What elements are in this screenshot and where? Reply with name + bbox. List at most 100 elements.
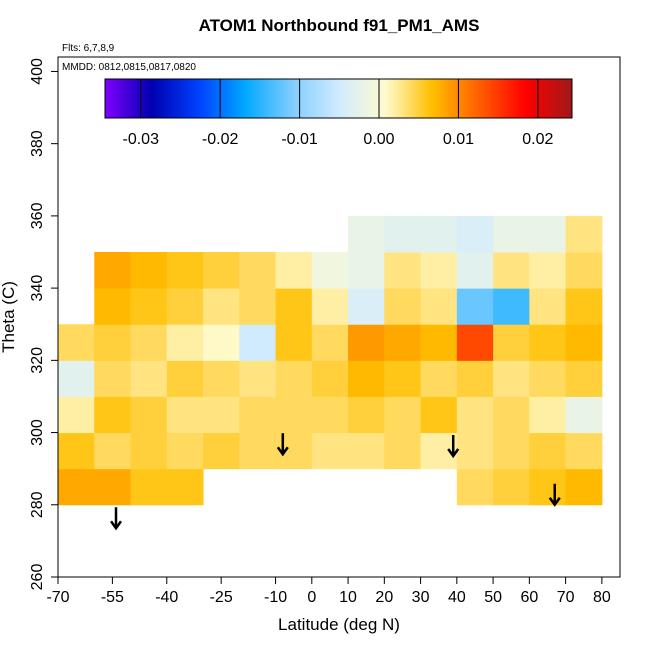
heat-cell — [420, 432, 458, 470]
x-tick-label: 20 — [375, 589, 393, 606]
heat-cell — [348, 432, 385, 470]
heat-cell — [130, 252, 168, 289]
y-tick-label: 340 — [29, 275, 46, 302]
x-tick-label: -40 — [155, 589, 178, 606]
heat-cell — [565, 432, 603, 470]
colorbar-tick-label: -0.03 — [123, 131, 160, 148]
heat-cell — [130, 432, 168, 470]
heat-cell — [311, 324, 349, 361]
annotation: MMDD: 0812,0815,0817,0820 — [62, 62, 196, 73]
y-tick-label: 360 — [29, 202, 46, 229]
x-tick-label: 40 — [448, 589, 466, 606]
heat-cell — [384, 360, 422, 397]
heat-cell — [166, 324, 204, 361]
y-tick-label: 320 — [29, 347, 46, 374]
x-tick-label: 30 — [412, 589, 430, 606]
y-tick-label: 400 — [29, 58, 46, 85]
heat-cell — [493, 252, 530, 289]
x-tick-label: 10 — [339, 589, 357, 606]
x-tick-label: 70 — [557, 589, 575, 606]
heat-cell — [203, 252, 240, 289]
x-tick-label: 50 — [484, 589, 502, 606]
heat-cell — [311, 288, 349, 325]
x-tick-label: -25 — [210, 589, 233, 606]
heat-cell — [384, 396, 422, 434]
heat-cell — [565, 215, 603, 253]
x-tick-label: 0 — [307, 589, 316, 606]
chart-title: ATOM1 Northbound f91_PM1_AMS — [199, 16, 480, 35]
heat-cell — [275, 288, 313, 325]
heat-cell — [348, 396, 385, 434]
heat-cell — [493, 360, 530, 397]
heat-cell — [239, 324, 277, 361]
colorbar — [104, 78, 573, 119]
arrow — [447, 435, 460, 459]
heat-cell — [456, 432, 494, 470]
heat-cell — [94, 396, 132, 434]
heat-cell — [529, 468, 567, 506]
heat-cell — [529, 252, 567, 289]
heat-cell — [239, 252, 277, 289]
heat-cell — [203, 396, 240, 434]
arrow-head — [447, 448, 460, 459]
heat-cell — [311, 360, 349, 397]
heat-cell — [58, 468, 95, 506]
arrow — [109, 507, 123, 531]
heat-cell — [311, 432, 349, 470]
heat-cell — [529, 324, 567, 361]
heat-cell — [94, 432, 132, 470]
heat-cell — [130, 360, 168, 397]
heat-cell — [166, 432, 204, 470]
arrow — [276, 433, 289, 457]
heat-cell — [130, 468, 168, 506]
heat-cell — [565, 468, 603, 506]
heat-cell — [311, 396, 349, 434]
heat-cell — [58, 432, 95, 470]
heat-cell — [529, 360, 567, 397]
heat-cell — [529, 288, 567, 325]
heat-cell — [130, 396, 168, 434]
heat-cell — [275, 360, 313, 397]
x-tick-label: -55 — [101, 589, 124, 606]
heat-cell — [493, 324, 530, 361]
arrow-head — [548, 497, 561, 507]
heat-cell — [94, 324, 132, 361]
heat-cell — [456, 215, 494, 253]
heat-cell — [456, 324, 494, 361]
heat-cell — [311, 252, 349, 289]
heat-cell — [420, 396, 458, 434]
y-tick-label: 380 — [29, 130, 46, 157]
heat-cell — [420, 324, 458, 361]
heat-cell — [58, 324, 95, 361]
heat-cell — [420, 215, 458, 253]
heat-cell — [203, 432, 240, 470]
heat-cell — [203, 360, 240, 397]
x-tick-label: 60 — [520, 589, 538, 606]
heat-cell — [166, 396, 204, 434]
arrow-head — [109, 520, 123, 531]
heat-cell — [58, 360, 95, 397]
heat-cell — [348, 252, 385, 289]
arrow — [548, 483, 561, 507]
heat-cell — [420, 360, 458, 397]
heat-cell — [166, 252, 204, 289]
heat-cell — [348, 288, 385, 325]
x-tick-label: -10 — [264, 589, 287, 606]
heat-cell — [456, 252, 494, 289]
heat-cell — [203, 288, 240, 325]
heat-cell — [456, 396, 494, 434]
heat-cell — [348, 324, 385, 361]
heat-cell — [94, 468, 132, 506]
y-tick-label: 260 — [29, 564, 46, 591]
x-axis-label: Latitude (deg N) — [278, 615, 400, 634]
heat-cell — [493, 288, 530, 325]
heat-cell — [456, 468, 494, 506]
heat-cell — [348, 360, 385, 397]
heat-cell — [166, 288, 204, 325]
heat-cell — [493, 432, 530, 470]
heat-cell — [275, 252, 313, 289]
heat-cell — [565, 288, 603, 325]
heat-cell — [166, 360, 204, 397]
heat-cell — [456, 288, 494, 325]
